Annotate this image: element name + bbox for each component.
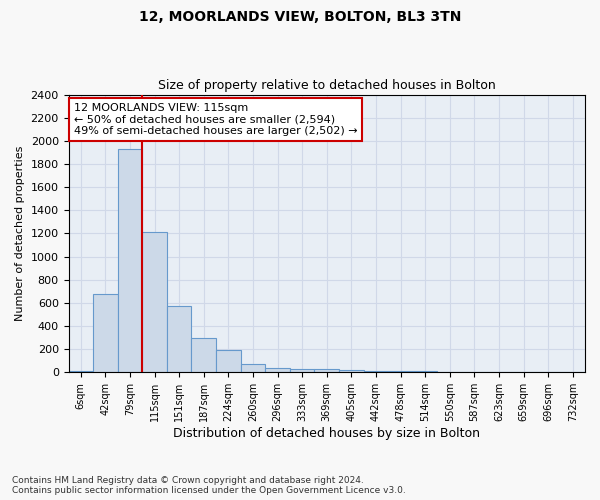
X-axis label: Distribution of detached houses by size in Bolton: Distribution of detached houses by size …	[173, 427, 480, 440]
Bar	[314, 370, 339, 372]
Y-axis label: Number of detached properties: Number of detached properties	[15, 146, 25, 321]
Bar	[388, 371, 413, 372]
Bar	[118, 149, 142, 372]
Bar	[265, 368, 290, 372]
Bar	[167, 306, 191, 372]
Title: Size of property relative to detached houses in Bolton: Size of property relative to detached ho…	[158, 79, 496, 92]
Bar	[68, 371, 93, 372]
Text: 12, MOORLANDS VIEW, BOLTON, BL3 3TN: 12, MOORLANDS VIEW, BOLTON, BL3 3TN	[139, 10, 461, 24]
Bar	[339, 370, 364, 372]
Bar	[290, 369, 314, 372]
Bar	[191, 338, 216, 372]
Bar	[241, 364, 265, 372]
Bar	[364, 370, 388, 372]
Bar	[216, 350, 241, 372]
Text: Contains HM Land Registry data © Crown copyright and database right 2024.
Contai: Contains HM Land Registry data © Crown c…	[12, 476, 406, 495]
Text: 12 MOORLANDS VIEW: 115sqm
← 50% of detached houses are smaller (2,594)
49% of se: 12 MOORLANDS VIEW: 115sqm ← 50% of detac…	[74, 103, 358, 136]
Bar	[142, 232, 167, 372]
Bar	[93, 294, 118, 372]
